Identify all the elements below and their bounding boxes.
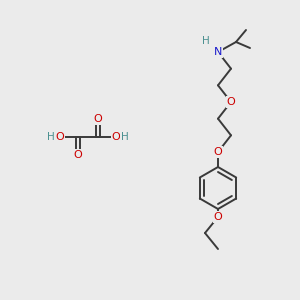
Text: O: O xyxy=(74,150,82,160)
Text: N: N xyxy=(214,47,222,57)
Text: O: O xyxy=(214,147,222,157)
Text: H: H xyxy=(121,132,129,142)
Text: O: O xyxy=(226,97,236,107)
Text: O: O xyxy=(112,132,120,142)
Text: H: H xyxy=(202,36,210,46)
Text: O: O xyxy=(94,114,102,124)
Text: O: O xyxy=(56,132,64,142)
Text: O: O xyxy=(214,212,222,222)
Text: H: H xyxy=(47,132,55,142)
